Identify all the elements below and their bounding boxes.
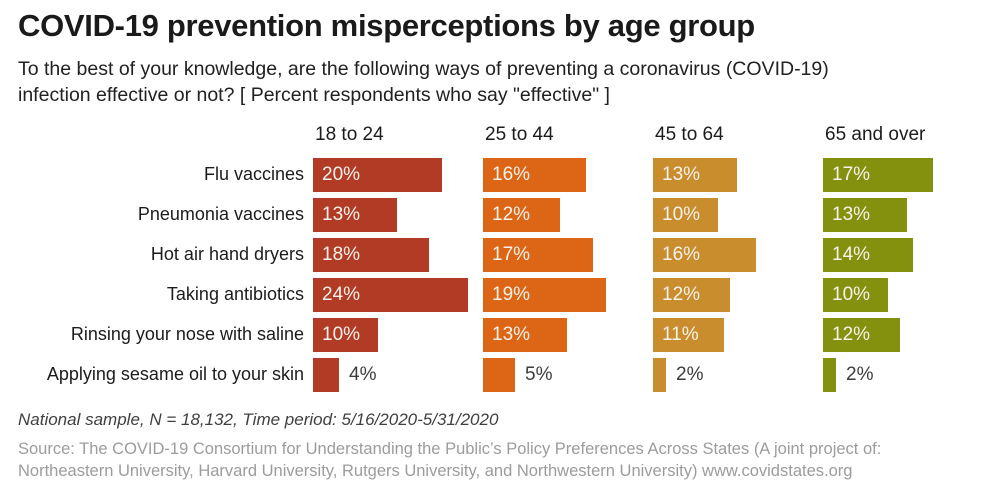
bar: 13% <box>313 197 397 232</box>
bar: 16% <box>653 237 756 272</box>
bar-value-label: 12% <box>662 283 701 305</box>
bar-value-label: 19% <box>492 283 531 305</box>
bar-value-label: 12% <box>492 203 531 225</box>
bar-value-label: 14% <box>832 243 871 265</box>
bar-cell: 14% <box>823 237 993 272</box>
bar-value-label: 17% <box>832 163 871 185</box>
bar-value-label: 20% <box>322 163 361 185</box>
bar-cell: 12% <box>653 277 823 312</box>
bar-cell: 17% <box>823 157 993 192</box>
bar-value-label: 2% <box>846 363 874 385</box>
bar-cell: 13% <box>483 317 653 352</box>
bar-value-label: 13% <box>492 323 531 345</box>
chart-subtitle: To the best of your knowledge, are the f… <box>18 56 980 108</box>
bar <box>653 357 666 392</box>
source-attribution: Source: The COVID-19 Consortium for Unde… <box>18 439 980 483</box>
bar-cell: 5% <box>483 357 653 392</box>
bar-cell: 16% <box>653 237 823 272</box>
bar: 10% <box>653 197 718 232</box>
bar-value-label: 16% <box>662 243 701 265</box>
bar-cell: 17% <box>483 237 653 272</box>
bar-value-label: 13% <box>832 203 871 225</box>
bar-cell: 11% <box>653 317 823 352</box>
bar-cell: 13% <box>653 157 823 192</box>
category-label: Pneumonia vaccines <box>137 203 304 224</box>
bar-cell: 13% <box>823 197 993 232</box>
bar: 12% <box>483 197 560 232</box>
chart-subtitle-line2: infection effective or not? [ Percent re… <box>18 83 610 106</box>
bar-value-label: 10% <box>322 323 361 345</box>
category-label: Applying sesame oil to your skin <box>46 363 304 384</box>
bar: 10% <box>313 317 378 352</box>
bar-cell: 2% <box>653 357 823 392</box>
bar-value-label: 2% <box>676 363 704 385</box>
source-line2: Northeastern University, Harvard Univers… <box>18 461 853 480</box>
bar: 13% <box>483 317 567 352</box>
bar-value-label: 5% <box>525 363 553 385</box>
group-header-65-over: 65 and over <box>825 123 926 145</box>
bar-value-label: 18% <box>322 243 361 265</box>
bar: 24% <box>313 277 468 312</box>
bar: 13% <box>823 197 907 232</box>
bar <box>313 357 339 392</box>
bar-value-label: 10% <box>662 203 701 225</box>
bar-value-label: 13% <box>322 203 361 225</box>
bar-value-label: 4% <box>349 363 377 385</box>
bar-cell: 18% <box>313 237 483 272</box>
bar: 14% <box>823 237 913 272</box>
category-label: Taking antibiotics <box>166 283 304 304</box>
source-line1: Source: The COVID-19 Consortium for Unde… <box>18 439 882 458</box>
bar: 10% <box>823 277 888 312</box>
bar: 16% <box>483 157 586 192</box>
bar-value-label: 10% <box>832 283 871 305</box>
bar-cell: 10% <box>653 197 823 232</box>
bar: 20% <box>313 157 442 192</box>
bar: 17% <box>823 157 933 192</box>
bar-value-label: 11% <box>662 323 699 345</box>
group-header-25-44: 25 to 44 <box>485 123 554 145</box>
bar-cell: 2% <box>823 357 993 392</box>
bar: 17% <box>483 237 593 272</box>
bar: 12% <box>823 317 900 352</box>
bar: 11% <box>653 317 724 352</box>
bar <box>823 357 836 392</box>
bar-cell: 20% <box>313 157 483 192</box>
sample-note: National sample, N = 18,132, Time period… <box>18 409 499 429</box>
group-header-18-24: 18 to 24 <box>315 123 384 145</box>
bar-cell: 12% <box>823 317 993 352</box>
bar-value-label: 12% <box>832 323 871 345</box>
bar-cell: 10% <box>823 277 993 312</box>
bar: 13% <box>653 157 737 192</box>
bar-cell: 10% <box>313 317 483 352</box>
bar-chart-grid: 18 to 24 25 to 44 45 to 64 65 and over F… <box>18 124 980 392</box>
chart-subtitle-line1: To the best of your knowledge, are the f… <box>18 57 829 80</box>
bar-value-label: 16% <box>492 163 531 185</box>
group-header-45-64: 45 to 64 <box>655 123 724 145</box>
bar-cell: 16% <box>483 157 653 192</box>
bar: 12% <box>653 277 730 312</box>
bar-cell: 13% <box>313 197 483 232</box>
bar: 18% <box>313 237 429 272</box>
category-label: Hot air hand dryers <box>150 243 304 264</box>
bar-cell: 12% <box>483 197 653 232</box>
bar-value-label: 13% <box>662 163 701 185</box>
chart-title: COVID-19 prevention misperceptions by ag… <box>18 8 755 43</box>
category-label: Rinsing your nose with saline <box>70 323 304 344</box>
bar-cell: 24% <box>313 277 483 312</box>
category-label: Flu vaccines <box>203 163 304 184</box>
bar-value-label: 24% <box>322 283 361 305</box>
bar-cell: 19% <box>483 277 653 312</box>
bar: 19% <box>483 277 606 312</box>
bar-cell: 4% <box>313 357 483 392</box>
grid-corner-spacer <box>18 127 313 149</box>
bar-value-label: 17% <box>492 243 531 265</box>
bar <box>483 357 515 392</box>
